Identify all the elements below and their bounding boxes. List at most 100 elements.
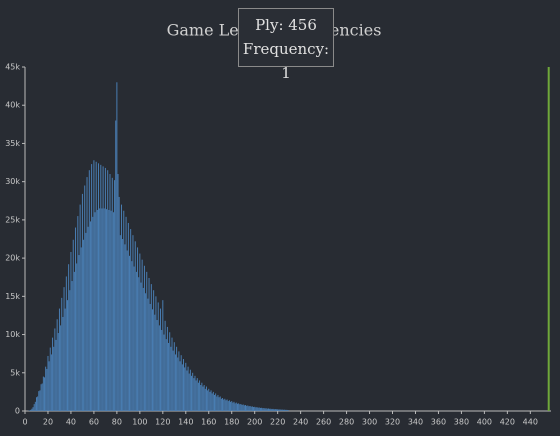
bar <box>108 209 110 411</box>
bar <box>62 316 64 411</box>
bar <box>156 320 158 411</box>
bar <box>112 212 114 411</box>
bar <box>251 406 253 411</box>
bar <box>231 401 233 411</box>
bar <box>163 334 165 411</box>
bar <box>236 403 238 411</box>
bar <box>191 375 193 411</box>
bar <box>183 359 184 411</box>
bar <box>173 342 175 411</box>
bar <box>227 401 229 411</box>
bar <box>258 407 260 411</box>
bar <box>49 347 51 411</box>
bar <box>65 276 67 411</box>
bar <box>32 407 34 411</box>
bar <box>149 303 151 411</box>
bar <box>64 308 66 411</box>
bar <box>286 409 288 411</box>
bar <box>184 367 186 411</box>
bar <box>195 380 197 411</box>
bar <box>239 404 241 411</box>
bar <box>208 388 210 411</box>
bar <box>264 408 266 411</box>
x-tick-label: 200 <box>247 418 262 427</box>
bar <box>30 409 32 411</box>
bar <box>255 407 257 411</box>
y-tick-label: 10k <box>5 330 20 339</box>
bar <box>117 174 119 411</box>
bar <box>132 235 134 411</box>
bar <box>238 403 240 411</box>
bar <box>72 239 74 411</box>
bar <box>50 354 52 411</box>
bar <box>119 235 121 411</box>
bar <box>34 401 36 411</box>
bar <box>69 290 71 411</box>
bar <box>240 403 242 411</box>
bar <box>224 398 226 411</box>
bar <box>138 277 140 411</box>
bar <box>124 244 126 411</box>
bar <box>42 376 44 411</box>
bar <box>85 232 87 411</box>
bar <box>270 408 272 411</box>
bar <box>104 167 106 411</box>
bar <box>137 247 139 411</box>
x-tick-label: 180 <box>224 418 239 427</box>
bar <box>93 160 95 411</box>
bar <box>217 394 219 411</box>
bar <box>164 320 166 411</box>
x-tick-label: 360 <box>431 418 446 427</box>
bar <box>55 339 57 411</box>
bar <box>250 406 252 411</box>
bar <box>282 409 284 411</box>
bar <box>269 408 271 411</box>
x-tick-label: 220 <box>270 418 285 427</box>
y-tick-label: 30k <box>5 177 20 186</box>
bar <box>259 407 261 411</box>
bar <box>169 332 171 411</box>
bar <box>79 204 81 411</box>
bar <box>131 261 133 411</box>
bar <box>185 362 187 411</box>
bar <box>242 404 244 411</box>
bar <box>122 239 124 411</box>
bar <box>272 408 274 411</box>
bar <box>157 302 159 411</box>
bar <box>118 196 120 411</box>
bar <box>179 361 181 411</box>
bar <box>215 393 217 411</box>
bar <box>77 216 79 411</box>
bar <box>168 342 170 411</box>
bar <box>80 247 82 411</box>
bar <box>151 309 153 411</box>
bar <box>89 221 91 411</box>
bar <box>161 329 163 411</box>
bar <box>134 241 136 411</box>
bar <box>205 386 207 411</box>
bar <box>145 293 147 411</box>
bar <box>88 170 90 411</box>
bar <box>106 209 108 411</box>
bar <box>172 350 174 411</box>
bar <box>99 208 101 411</box>
bar <box>38 391 40 411</box>
bar <box>233 401 235 411</box>
bar <box>200 385 202 411</box>
bar <box>254 406 256 411</box>
bar <box>245 405 246 411</box>
bar <box>63 287 65 411</box>
bar <box>94 212 96 411</box>
bar <box>127 222 129 411</box>
bar <box>262 408 264 411</box>
bar <box>44 377 46 411</box>
bar <box>98 163 99 411</box>
bar <box>223 399 225 411</box>
x-tick-label: 80 <box>112 418 122 427</box>
x-tick-label: 280 <box>339 418 354 427</box>
x-tick-label: 380 <box>454 418 469 427</box>
bar <box>103 208 105 411</box>
bar <box>222 398 224 411</box>
bar <box>107 170 109 411</box>
